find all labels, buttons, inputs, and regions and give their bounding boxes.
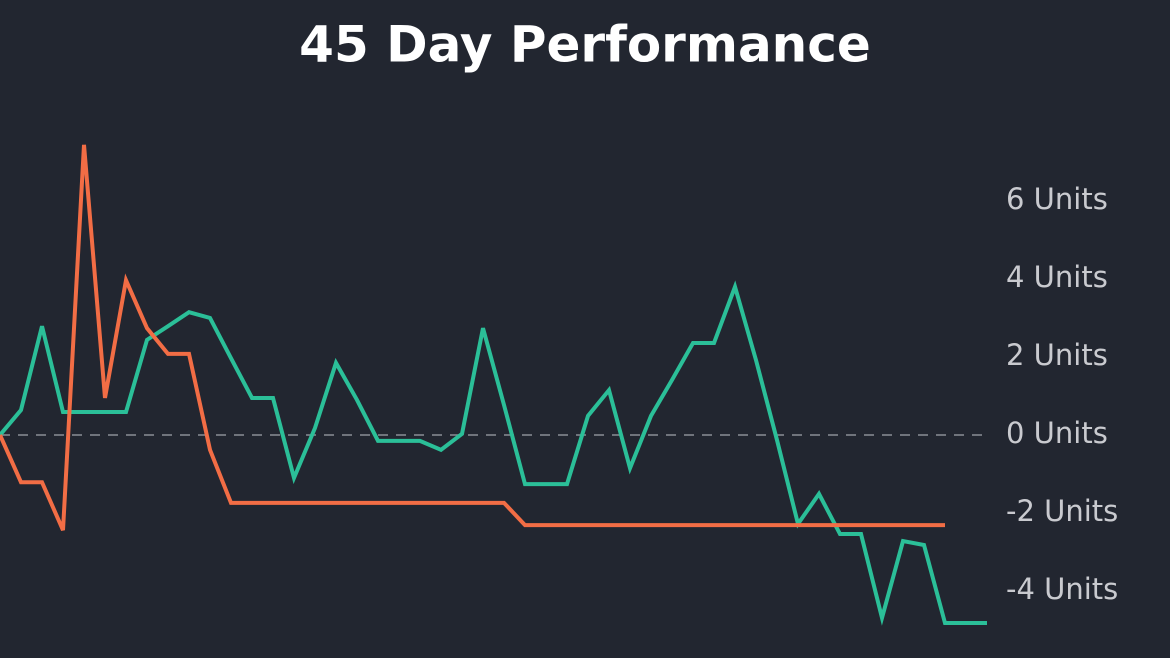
y-tick-label: -2 Units [1006, 494, 1118, 528]
y-tick-label: 6 Units [1006, 182, 1108, 216]
y-tick-label: -4 Units [1006, 572, 1118, 606]
series-line [0, 280, 987, 626]
y-tick-label: 0 Units [1006, 416, 1108, 450]
y-tick-label: 2 Units [1006, 338, 1108, 372]
series-line [0, 144, 945, 531]
chart-title: 45 Day Performance [299, 16, 871, 74]
y-tick-label: 4 Units [1006, 260, 1108, 294]
